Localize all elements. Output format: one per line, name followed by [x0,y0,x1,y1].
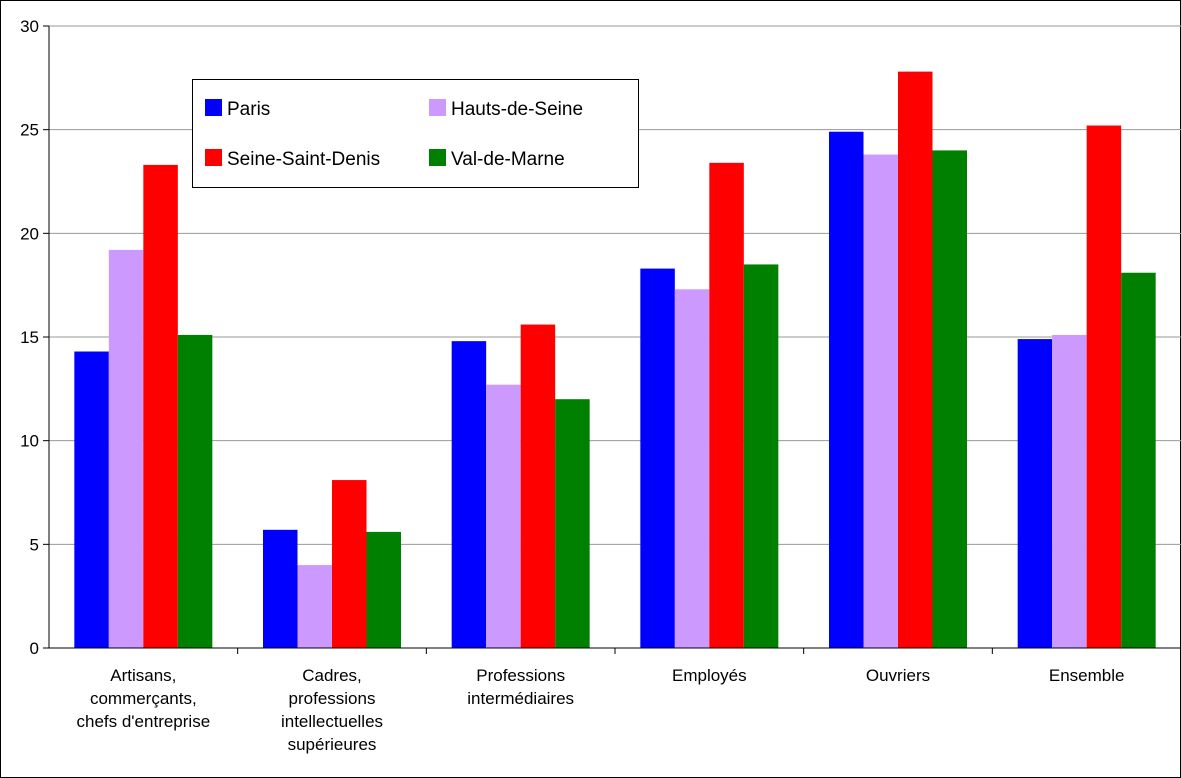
legend-swatch [429,149,446,166]
x-category-label-line: commerçants, [90,689,197,708]
x-category-label-line: Ouvriers [866,666,930,685]
y-tick-label: 0 [30,639,39,658]
bar-seine-saint-denis [143,164,178,648]
bar-seine-saint-denis [709,162,744,648]
bar-val-de-marne [932,150,967,648]
bar-seine-saint-denis [898,71,933,648]
x-category-label-line: Cadres, [302,666,362,685]
bar-hauts-de-seine [1052,334,1087,648]
bar-val-de-marne [555,399,590,648]
bar-paris [263,529,298,648]
bar-val-de-marne [177,334,213,648]
bar-hauts-de-seine [674,289,710,648]
legend-swatch [205,149,222,166]
x-category-label: Employés [672,666,747,685]
bars [74,71,1156,649]
x-category-labels: Artisans, commerçants, chefs d'entreprise C… [77,666,1125,754]
bar-val-de-marne [743,264,779,648]
axes [43,25,1181,654]
bar-paris [640,268,675,648]
y-tick-label: 25 [20,121,39,140]
x-category-label: Cadres, professions intellectuelles supérie… [281,666,383,754]
x-category-label-line: Artisans, [110,666,176,685]
y-tick-labels: 0 5 10 15 20 25 30 [20,17,39,658]
bar-paris [74,351,109,648]
x-category-label-line: supérieures [288,735,377,754]
bar-paris [1017,339,1053,648]
y-tick-label: 15 [20,328,39,347]
bar-val-de-marne [366,531,401,648]
y-tick-label: 30 [20,17,39,36]
legend-label: Val-de-Marne [451,149,565,170]
x-category-label: Artisans, commerçants, chefs d'entreprise [77,666,211,731]
legend-swatch [205,99,222,116]
bar-seine-saint-denis [520,324,556,648]
x-category-label-line: intermédiaires [467,689,574,708]
bar-seine-saint-denis [332,480,367,648]
bar-paris [451,341,487,648]
x-category-label-line: Professions [476,666,565,685]
x-category-label-line: chefs d'entreprise [77,712,211,731]
y-tick-label: 20 [20,224,39,243]
legend: Paris Hauts-de-Seine Seine-Saint-Denis Val-… [192,79,639,188]
legend-label: Hauts-de-Seine [451,99,583,120]
bar-seine-saint-denis [1086,125,1122,648]
y-tick-label: 5 [30,535,39,554]
y-tick-label: 10 [20,432,39,451]
legend-swatch [429,99,446,116]
bar-hauts-de-seine [486,384,521,648]
legend-box [192,79,639,188]
bar-paris [829,131,864,649]
legend-label: Seine-Saint-Denis [227,149,380,170]
bar-hauts-de-seine [108,249,144,649]
x-category-label-line: professions [289,689,376,708]
x-category-label-line: Ensemble [1049,666,1125,685]
legend-label: Paris [227,99,270,120]
x-category-label-line: intellectuelles [281,712,383,731]
x-category-label: Ensemble [1049,666,1125,685]
bar-hauts-de-seine [863,154,898,648]
x-category-label: Professions intermédiaires [467,666,574,708]
bar-val-de-marne [1121,272,1156,648]
x-category-label-line: Employés [672,666,747,685]
x-category-label: Ouvriers [866,666,930,685]
bar-hauts-de-seine [297,565,332,648]
